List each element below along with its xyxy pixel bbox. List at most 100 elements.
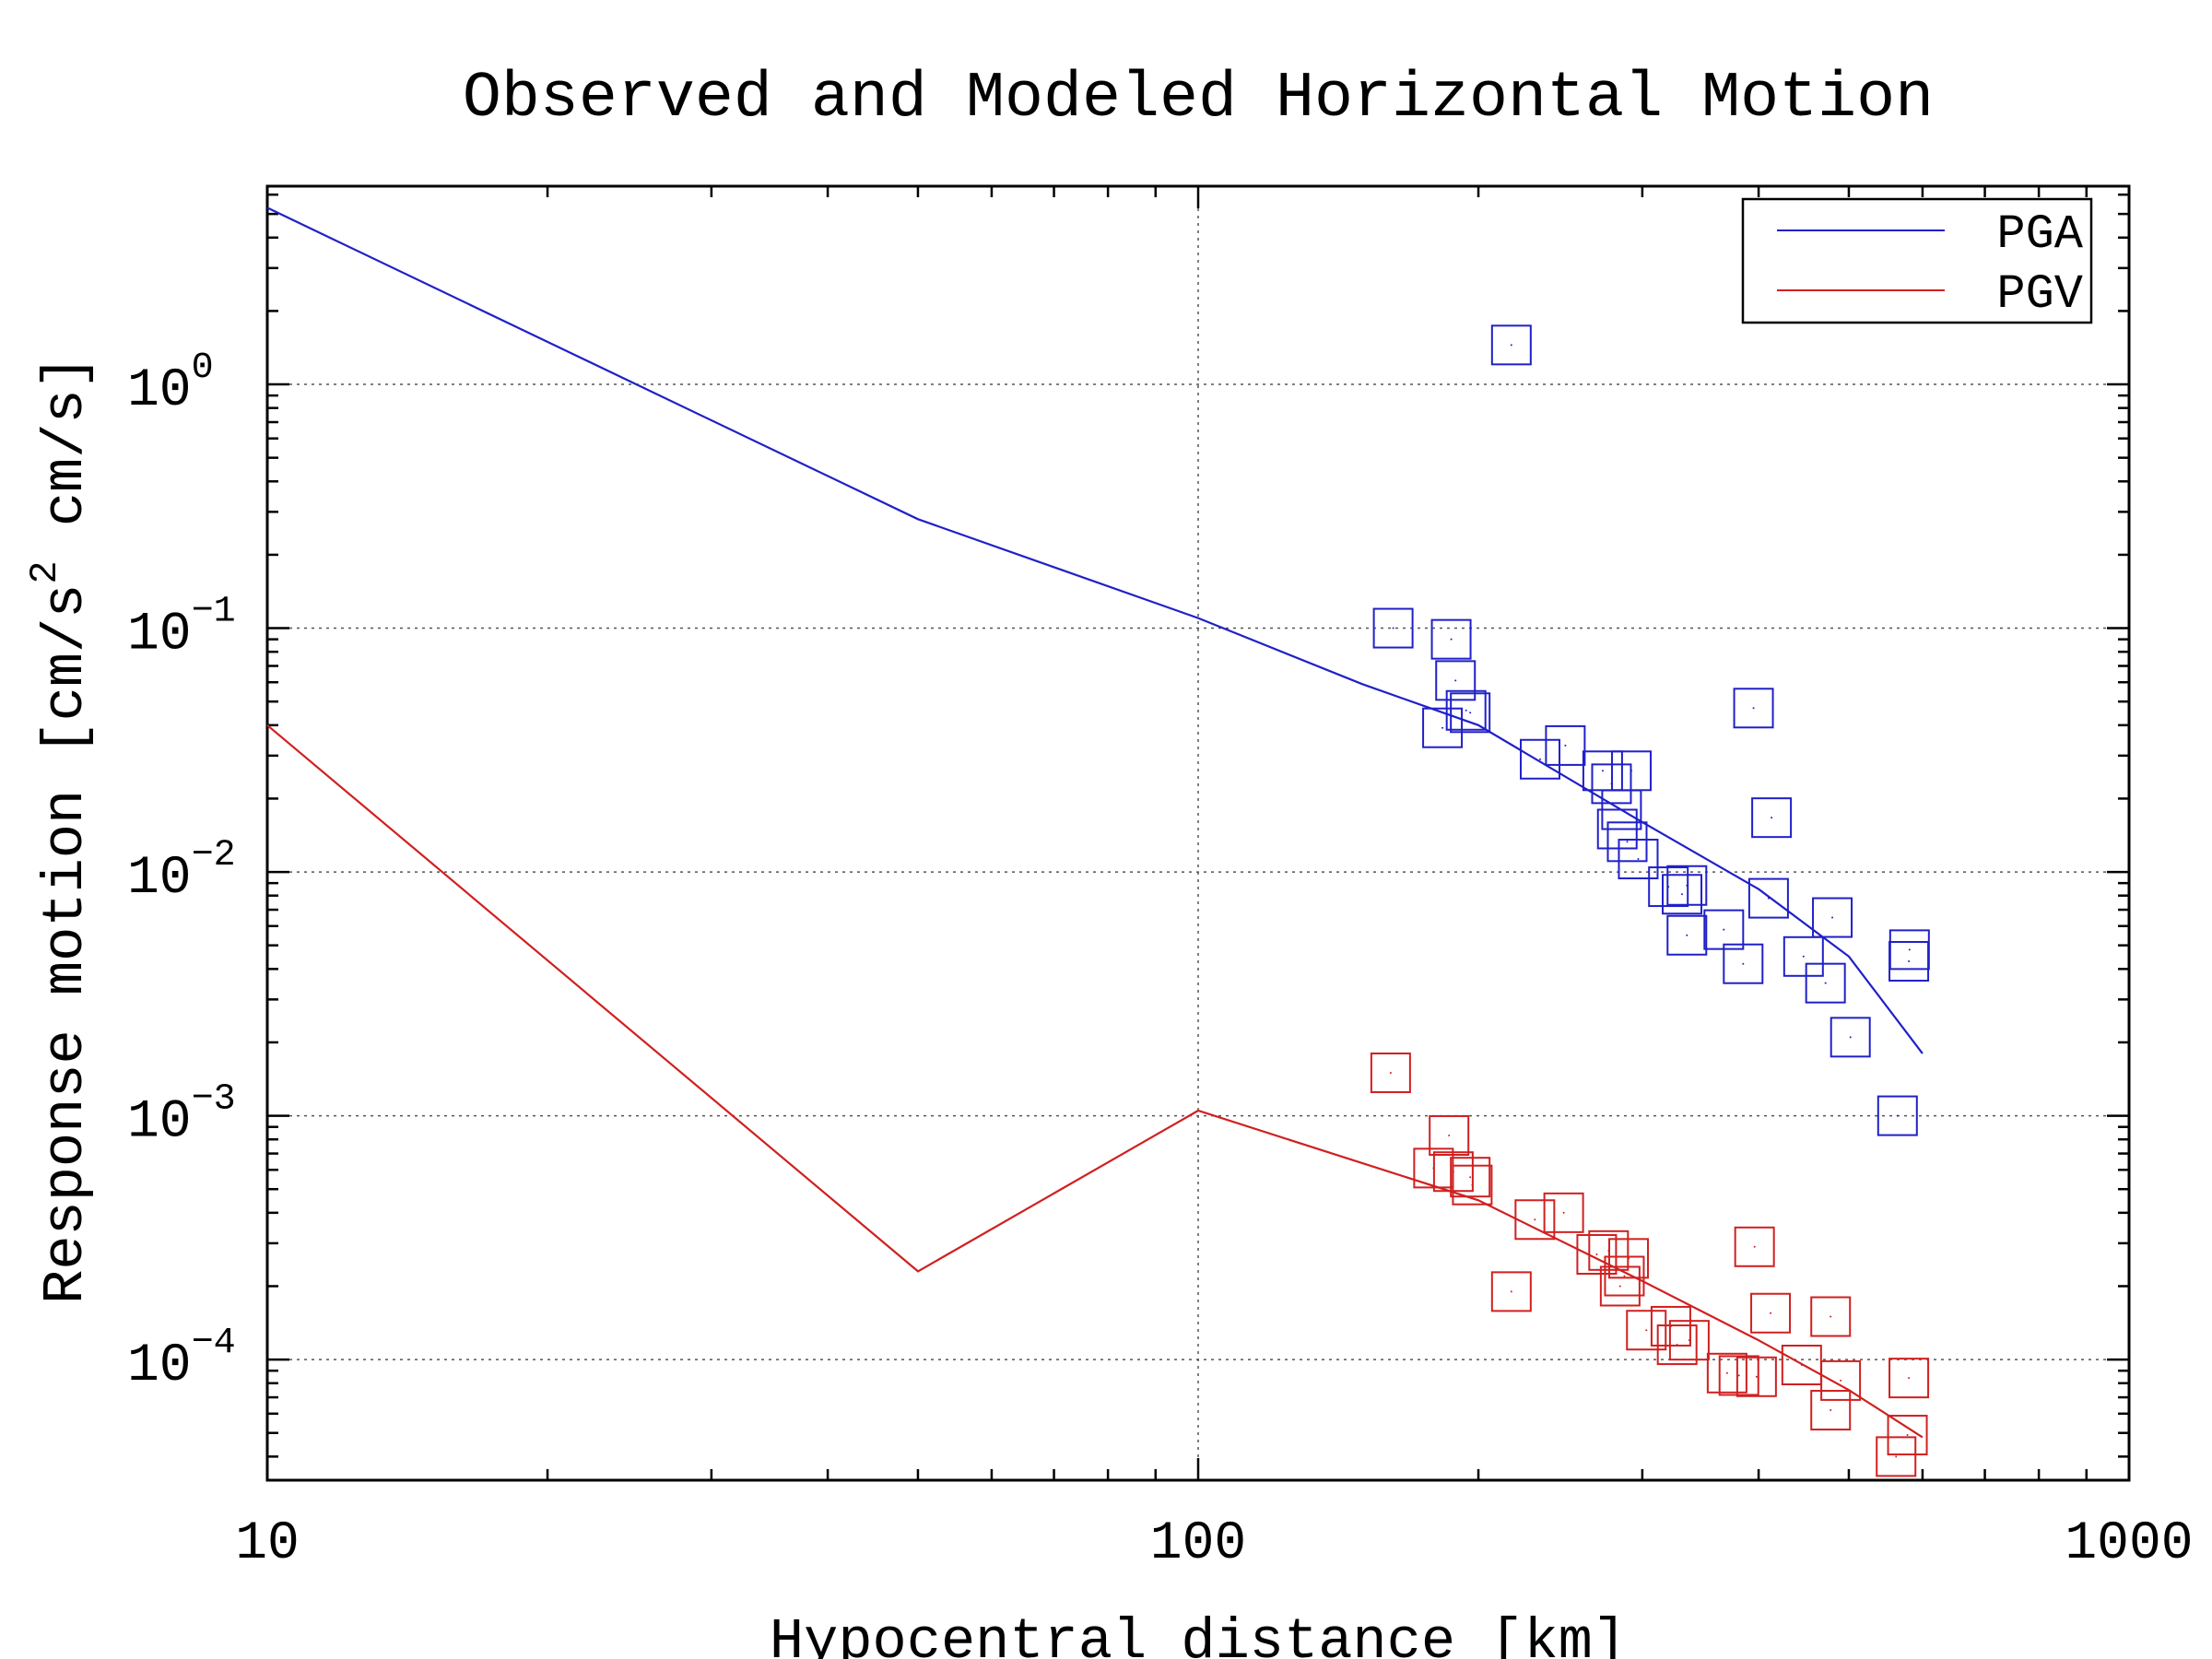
data-point-center-dot [1752, 707, 1755, 710]
legend-box [1741, 197, 2093, 324]
data-point-pgv [1429, 1114, 1470, 1156]
data-point-center-dot [1564, 744, 1567, 747]
data-point-pga [1888, 941, 1930, 982]
data-point-center-dot [1771, 817, 1773, 819]
data-point-center-dot [1686, 884, 1688, 887]
data-point-center-dot [1626, 841, 1629, 843]
data-point-center-dot [1628, 1257, 1630, 1260]
grid [267, 186, 2129, 1480]
data-point-pgv [1490, 1271, 1532, 1312]
data-point-pga [1747, 877, 1789, 919]
data-point-center-dot [1562, 1211, 1565, 1214]
data-point-pga [1606, 821, 1648, 863]
y-axis-label-main: Response motion [cm/s [33, 584, 99, 1304]
data-point-center-dot [1767, 897, 1770, 900]
data-point-center-dot [1539, 758, 1542, 760]
data-point-center-dot [1448, 1134, 1451, 1136]
y-tick-label-exponent: −4 [192, 1323, 236, 1364]
data-point-center-dot [1830, 1409, 1832, 1412]
data-point-center-dot [1908, 960, 1911, 963]
model-lines [266, 206, 1924, 1439]
data-point-center-dot [1630, 770, 1633, 772]
y-tick-label: 10−1 [127, 592, 236, 665]
y-tick-label-base: 10 [127, 606, 192, 665]
data-point-center-dot [1389, 1072, 1392, 1075]
data-point-center-dot [1908, 1377, 1911, 1380]
data-point-center-dot [1725, 1371, 1728, 1374]
y-tick-label-base: 10 [127, 1336, 192, 1396]
data-point-center-dot [1742, 962, 1745, 965]
data-point-pgv [1450, 1157, 1491, 1198]
data-point-center-dot [1469, 1176, 1472, 1179]
y-tick-label: 100 [127, 347, 214, 421]
data-point-pga [1805, 962, 1846, 1004]
data-point-center-dot [1737, 1374, 1740, 1377]
data-point-pga [1662, 874, 1703, 915]
data-point-center-dot [1441, 726, 1444, 729]
data-point-pgv [1734, 1226, 1775, 1267]
data-point-center-dot [1601, 770, 1604, 772]
data-point-pgv [1626, 1310, 1667, 1351]
data-point-pga [1545, 724, 1586, 766]
data-point-center-dot [1840, 1379, 1842, 1382]
data-point-pgv [1706, 1352, 1747, 1394]
data-point-center-dot [1908, 948, 1911, 951]
data-point-pgv [1543, 1192, 1584, 1233]
data-point-center-dot [1510, 344, 1512, 347]
x-tick-labels: 10 100 1000 [235, 1514, 2193, 1574]
y-tick-label-base: 10 [127, 361, 192, 421]
data-point-center-dot [1469, 712, 1472, 714]
data-point-pga [1751, 797, 1793, 839]
data-point-center-dot [1623, 1275, 1626, 1277]
data-point-pgv [1608, 1238, 1650, 1279]
data-point-center-dot [1906, 1434, 1909, 1437]
data-point-pgv [1656, 1324, 1698, 1366]
x-tick-label: 10 [235, 1514, 300, 1574]
data-point-pgv [1810, 1296, 1852, 1337]
data-point-pgv [1452, 1164, 1493, 1206]
y-axis-label-sup: 2 [23, 560, 67, 583]
data-point-center-dot [1637, 858, 1640, 861]
data-point-pga [1435, 660, 1477, 701]
observed-markers [1370, 324, 1930, 1477]
data-point-pga [1812, 897, 1853, 938]
data-point-center-dot [1681, 893, 1684, 896]
y-tick-label-exponent: −2 [192, 835, 236, 877]
data-point-center-dot [1688, 1339, 1690, 1342]
data-point-pgv [1576, 1233, 1618, 1275]
data-point-center-dot [1770, 1312, 1772, 1314]
legend-label-pgv: PGV [1996, 267, 2083, 322]
x-axis-label: Hypocentral distance [km] [770, 1609, 1627, 1659]
data-point-pgv [1750, 1292, 1792, 1334]
data-point-pga [1830, 1017, 1871, 1058]
data-point-center-dot [1616, 828, 1618, 830]
data-point-pgv [1735, 1356, 1777, 1397]
data-point-center-dot [1618, 1285, 1621, 1288]
data-point-center-dot [1755, 1375, 1758, 1378]
data-point-center-dot [1896, 1114, 1899, 1117]
y-tick-label-exponent: −3 [192, 1079, 236, 1121]
data-point-center-dot [1831, 916, 1834, 919]
legend: PGA PGV [1741, 197, 2093, 324]
data-point-pga [1372, 607, 1414, 649]
data-point-pga [1877, 1095, 1918, 1136]
data-point-pgv [1810, 1390, 1852, 1431]
data-point-center-dot [1824, 982, 1827, 984]
data-point-center-dot [1676, 1344, 1678, 1347]
y-tick-label-exponent: −1 [192, 592, 236, 633]
data-point-center-dot [1686, 934, 1688, 936]
y-tick-label: 10−4 [127, 1323, 236, 1396]
data-point-center-dot [1510, 1290, 1512, 1293]
y-tick-label-base: 10 [127, 849, 192, 909]
data-point-pga [1422, 707, 1464, 748]
axis-ticks [265, 186, 2129, 1480]
data-point-center-dot [1465, 709, 1467, 712]
data-point-center-dot [1849, 1036, 1852, 1039]
data-point-pga [1783, 935, 1824, 977]
data-point-center-dot [1534, 1218, 1536, 1221]
legend-label-pga: PGA [1996, 207, 2083, 262]
data-point-pga [1666, 865, 1708, 906]
data-point-center-dot [1450, 638, 1453, 641]
data-point-pgv [1668, 1320, 1710, 1361]
data-point-center-dot [1800, 1363, 1803, 1366]
